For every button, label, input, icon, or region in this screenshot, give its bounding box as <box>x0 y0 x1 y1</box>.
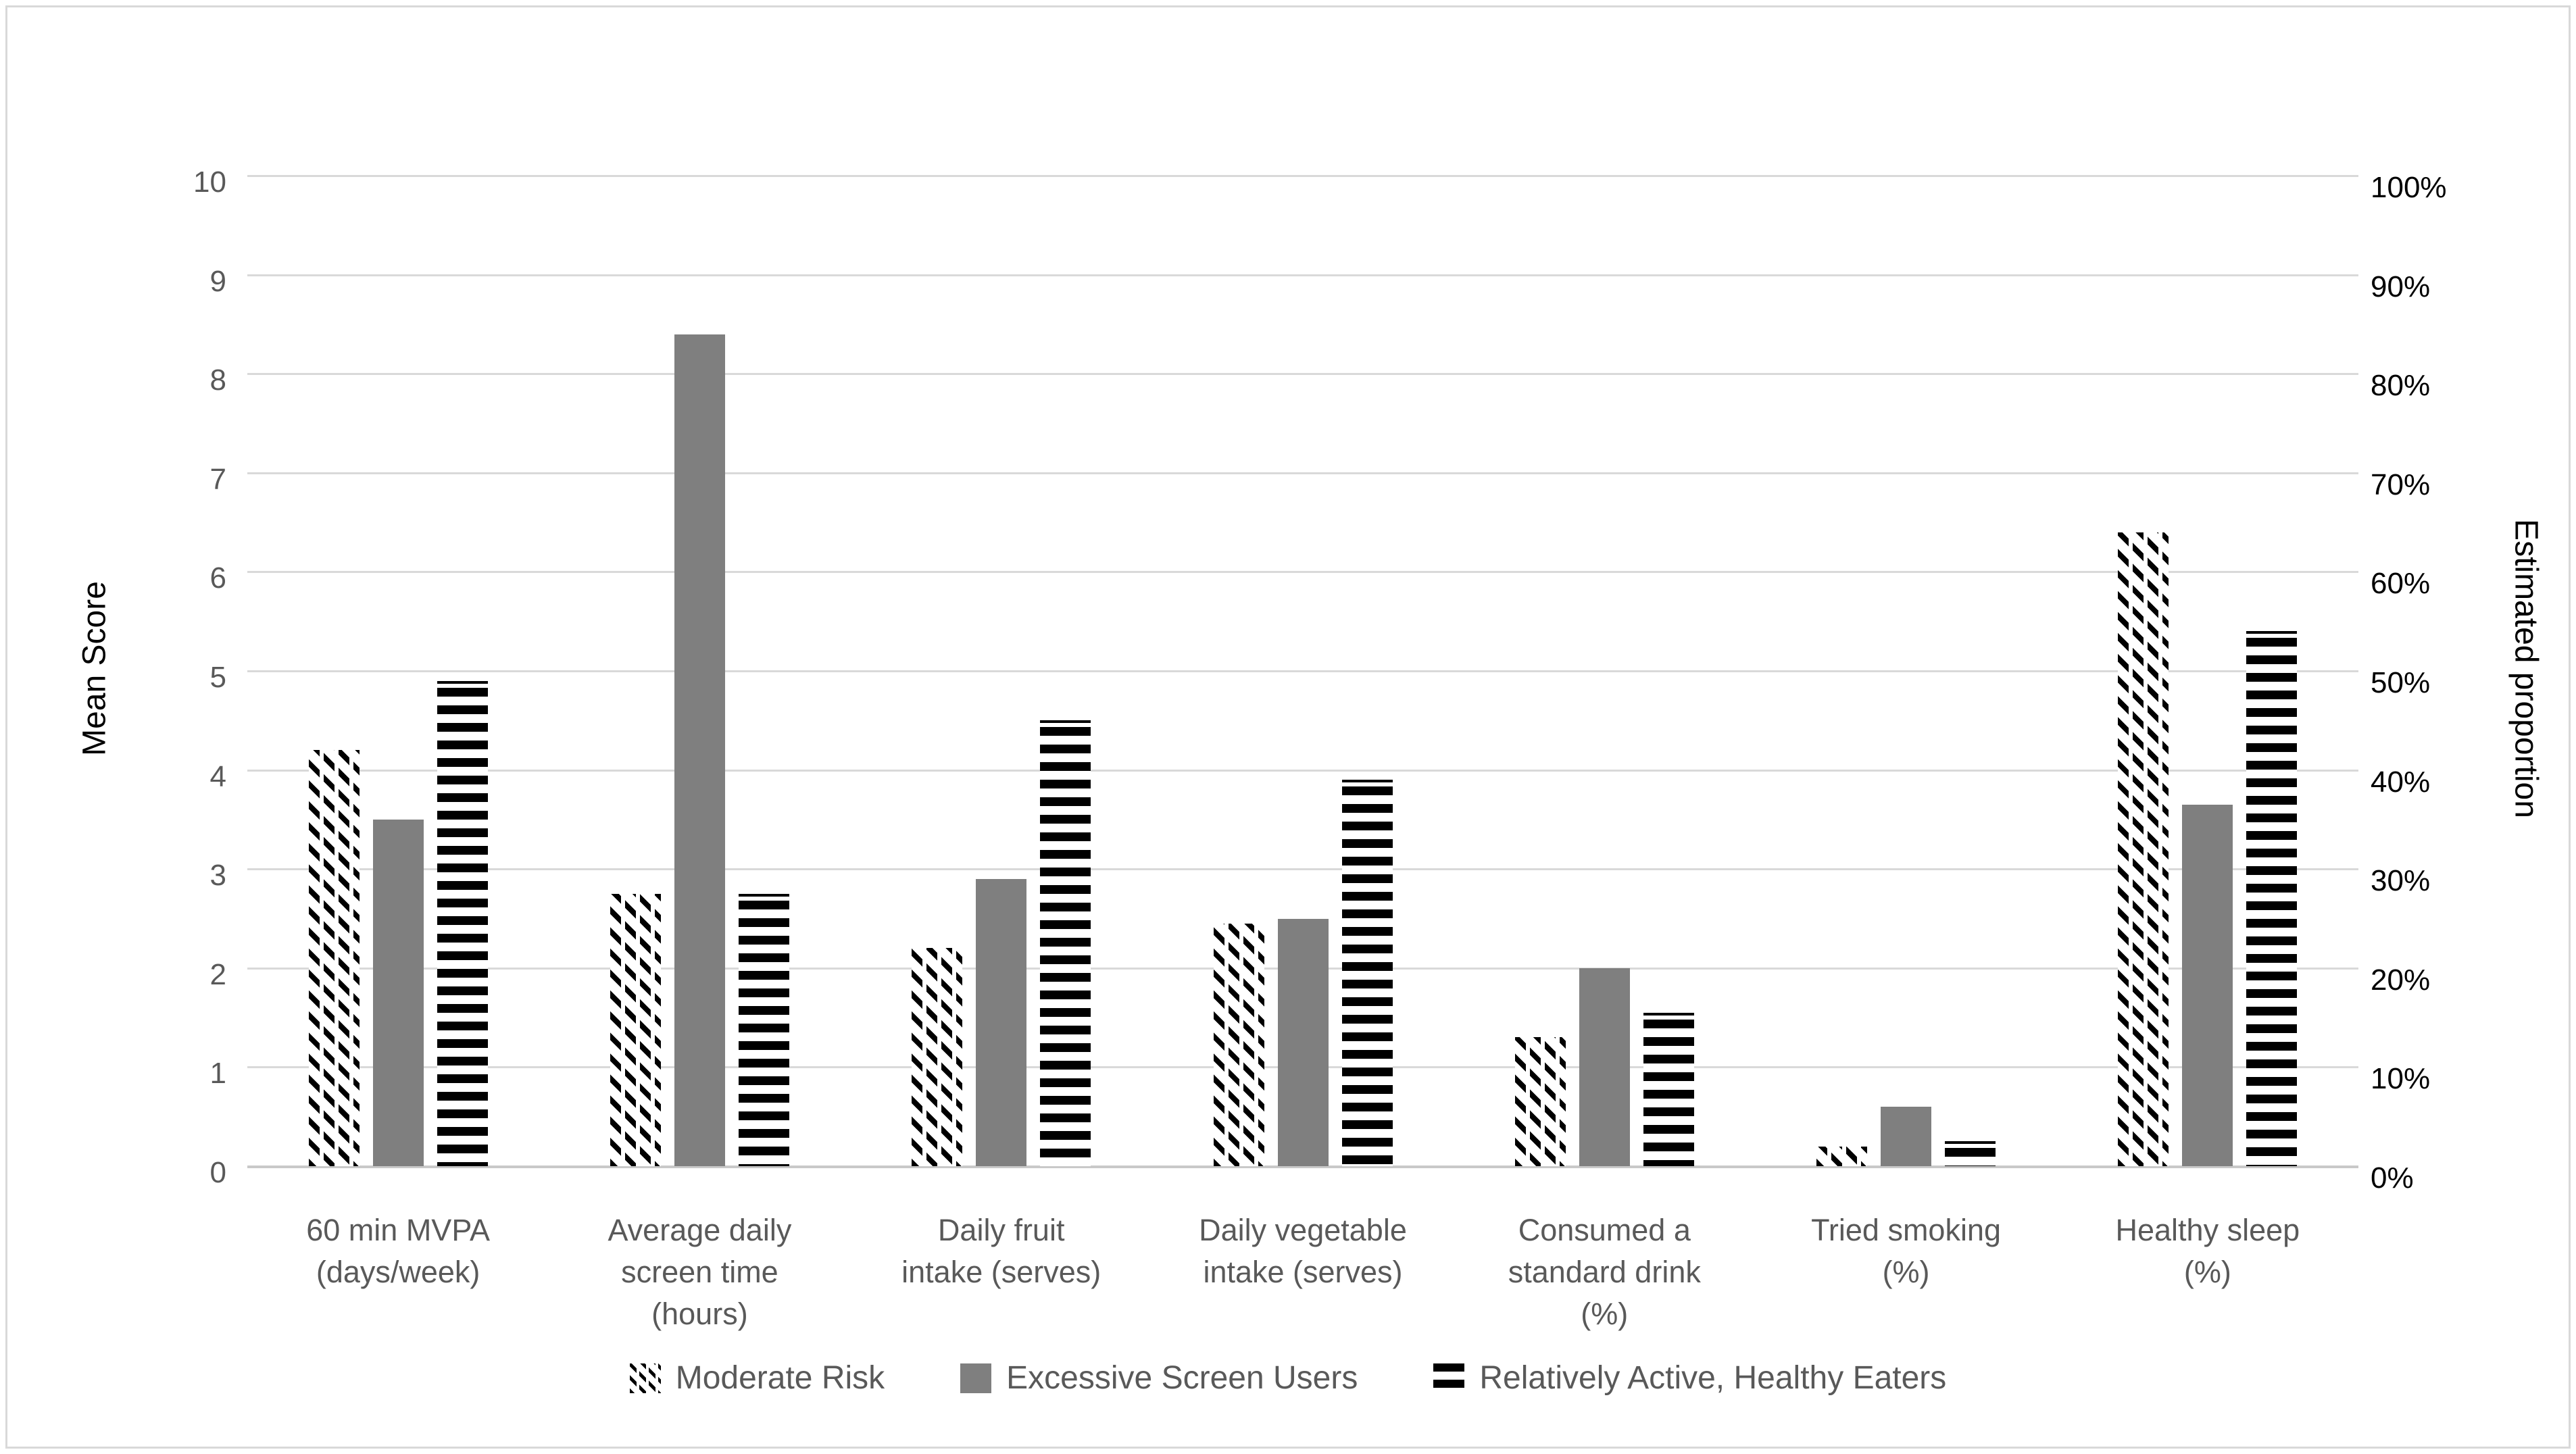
right-tick-0: 0% <box>2371 1161 2414 1195</box>
legend-item-3: Relatively Active, Healthy Eaters <box>1433 1359 1946 1397</box>
gridline-8 <box>247 373 2358 376</box>
category-label-3: Daily fruit intake (serves) <box>901 1213 1101 1289</box>
category-label-6: Tried smoking (%) <box>1811 1213 2002 1289</box>
legend-label-1: Moderate Risk <box>675 1360 885 1396</box>
gridline-6 <box>247 571 2358 574</box>
right-tick-70: 70% <box>2371 468 2431 501</box>
legend-swatch-solid <box>960 1363 992 1393</box>
left-tick-10: 10 <box>193 166 226 199</box>
legend-swatch-diagonal-hatch <box>629 1363 661 1393</box>
left-tick-5: 5 <box>209 661 226 694</box>
left-tick-0: 0 <box>209 1156 226 1189</box>
right-tick-50: 50% <box>2371 666 2431 699</box>
gridline-3 <box>247 868 2358 871</box>
bar-s3-c4 <box>1341 780 1393 1166</box>
category-label-7: Healthy sleep (%) <box>2115 1213 2300 1289</box>
legend-label-3: Relatively Active, Healthy Eaters <box>1479 1360 1947 1396</box>
left-tick-2: 2 <box>209 957 226 991</box>
right-tick-60: 60% <box>2371 567 2431 601</box>
bar-s2-c4 <box>1277 918 1329 1166</box>
category-label-5: Consumed a standard drink (%) <box>1508 1213 1701 1331</box>
legend-label-2: Excessive Screen Users <box>1006 1360 1358 1396</box>
bar-s1-c1 <box>308 750 360 1166</box>
legend-swatch-horizontal-stripes <box>1433 1363 1465 1393</box>
legend-item-1: Moderate Risk <box>629 1359 885 1397</box>
right-tick-10: 10% <box>2371 1062 2431 1096</box>
right-tick-20: 20% <box>2371 963 2431 997</box>
legend: Moderate Risk Excessive Screen Users Relat… <box>0 1359 2576 1397</box>
bar-s2-c3 <box>976 878 1027 1166</box>
bar-s2-c7 <box>2182 804 2233 1166</box>
gridline-0 <box>247 1165 2358 1168</box>
right-tick-100: 100% <box>2371 171 2447 204</box>
left-tick-7: 7 <box>209 462 226 496</box>
right-tick-30: 30% <box>2371 864 2431 898</box>
gridline-9 <box>247 274 2358 276</box>
left-tick-1: 1 <box>209 1057 226 1090</box>
bar-s3-c2 <box>738 893 789 1166</box>
gridline-10 <box>247 175 2358 177</box>
bar-s1-c6 <box>1816 1146 1868 1166</box>
bar-s3-c7 <box>2246 631 2298 1166</box>
bar-s3-c3 <box>1040 720 1091 1166</box>
gridline-5 <box>247 670 2358 672</box>
right-tick-80: 80% <box>2371 369 2431 403</box>
gridline-7 <box>247 472 2358 474</box>
bar-s3-c1 <box>437 680 488 1166</box>
bar-s2-c5 <box>1579 968 1630 1166</box>
category-label-4: Daily vegetable intake (serves) <box>1199 1213 1407 1289</box>
bar-s2-c2 <box>674 334 725 1166</box>
bar-s1-c2 <box>610 893 661 1166</box>
chart-border <box>5 5 2571 1449</box>
legend-item-2: Excessive Screen Users <box>960 1359 1358 1397</box>
left-tick-4: 4 <box>209 759 226 793</box>
left-tick-8: 8 <box>209 364 226 397</box>
bar-s1-c3 <box>912 948 963 1166</box>
left-tick-6: 6 <box>209 561 226 595</box>
category-label-2: Average daily screen time (hours) <box>608 1213 792 1331</box>
category-label-1: 60 min MVPA (days/week) <box>306 1213 491 1289</box>
bar-s2-c6 <box>1881 1107 1932 1166</box>
left-axis-title: Mean Score <box>76 581 113 756</box>
bar-s3-c5 <box>1643 1012 1694 1166</box>
bar-s1-c5 <box>1514 1037 1566 1166</box>
bar-s2-c1 <box>372 819 424 1166</box>
right-axis-title: Estimated proportion <box>2508 519 2544 818</box>
left-tick-9: 9 <box>209 264 226 298</box>
left-tick-3: 3 <box>209 859 226 893</box>
bar-s3-c6 <box>1945 1141 1996 1166</box>
gridline-4 <box>247 769 2358 772</box>
right-tick-90: 90% <box>2371 270 2431 303</box>
right-tick-40: 40% <box>2371 765 2431 799</box>
bar-s1-c4 <box>1213 923 1264 1166</box>
bar-s1-c7 <box>2118 532 2169 1166</box>
